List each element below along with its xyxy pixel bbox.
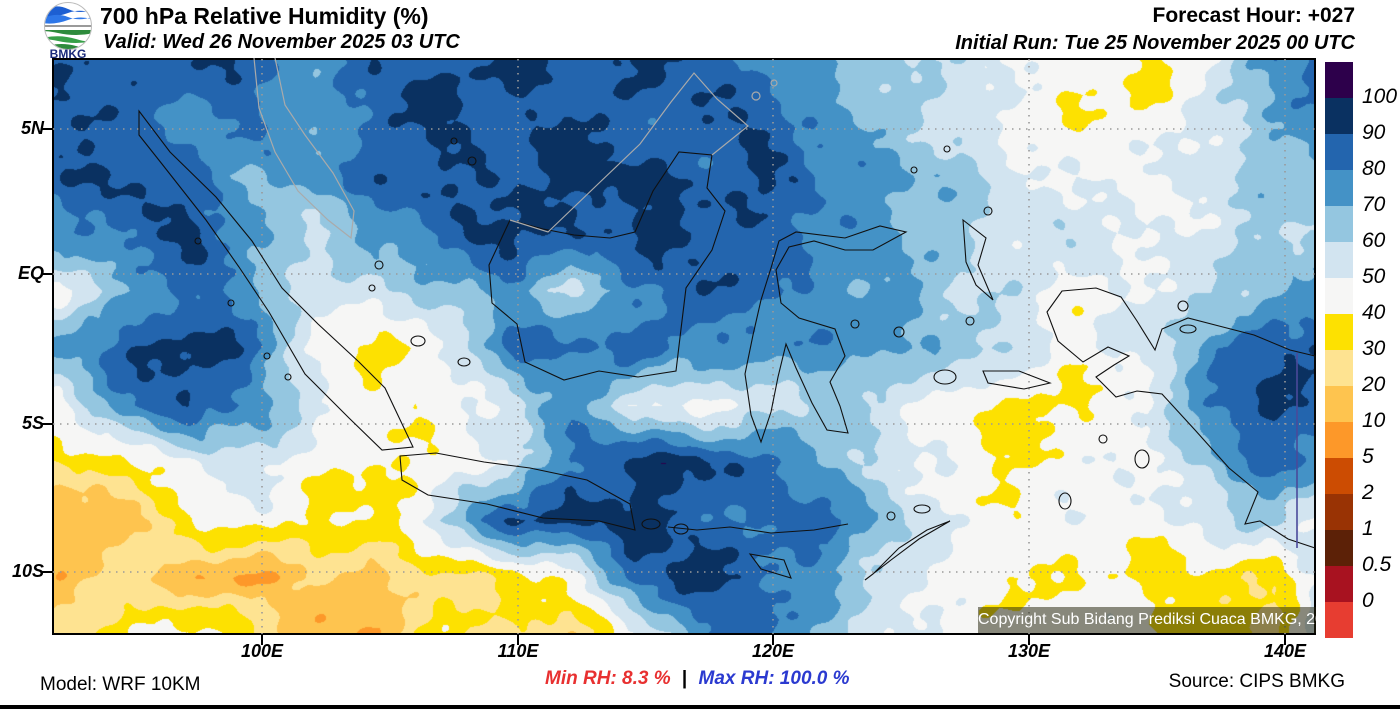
colorbar-label: 20 (1362, 373, 1386, 396)
lat-label: 5N (20, 118, 44, 138)
lat-label: EQ (17, 263, 44, 283)
bottom-bar (0, 705, 1400, 709)
colorbar-segment (1325, 206, 1353, 242)
colorbar-label: 10 (1362, 409, 1386, 432)
lat-label: 10S (11, 561, 44, 581)
colorbar-segment (1325, 350, 1353, 386)
min-rh-value: Min RH: 8.3 % (545, 668, 671, 689)
bmkg-logo-text: BMKG (50, 47, 87, 59)
model-label: Model: WRF 10KM (40, 674, 201, 695)
lat-label: 5S (21, 413, 44, 433)
map-area (52, 58, 1316, 635)
max-rh-value: Max RH: 100.0 % (698, 668, 850, 689)
colorbar-segment (1325, 602, 1353, 638)
colorbar-label: 100 (1362, 85, 1398, 108)
map-title: 700 hPa Relative Humidity (%) (100, 3, 429, 29)
colorbar-label: 70 (1362, 193, 1386, 216)
minmax-separator: | (681, 668, 688, 689)
colorbar-label: 50 (1362, 265, 1386, 288)
colorbar-segment (1325, 314, 1353, 350)
colorbar-segment (1325, 530, 1353, 566)
colorbar-segment (1325, 62, 1353, 98)
colorbar-segment (1325, 170, 1353, 206)
colorbar-label: 5 (1362, 445, 1374, 468)
lon-label: 130E (1007, 641, 1051, 661)
lon-label: 110E (497, 641, 539, 661)
colorbar-label: 0.5 (1362, 553, 1392, 576)
colorbar-segment (1325, 566, 1353, 602)
valid-time: Valid: Wed 26 November 2025 03 UTC (103, 31, 460, 53)
colorbar-segment (1325, 278, 1353, 314)
colorbar-label: 80 (1362, 157, 1386, 180)
colorbar-segment (1325, 386, 1353, 422)
colorbar-label: 2 (1362, 481, 1374, 504)
colorbar-label: 30 (1362, 337, 1386, 360)
source-label: Source: CIPS BMKG (1168, 671, 1345, 692)
colorbar-label: 40 (1362, 301, 1386, 324)
lon-label: 100E (240, 641, 284, 661)
colorbar-label: 60 (1362, 229, 1386, 252)
colorbar-segment (1325, 134, 1353, 170)
colorbar-label: 0 (1362, 589, 1374, 612)
colorbar-segment (1325, 242, 1353, 278)
colorbar-segment (1325, 422, 1353, 458)
colorbar-label: 90 (1362, 121, 1386, 144)
humidity-field-canvas (54, 60, 1314, 633)
colorbar-segment (1325, 458, 1353, 494)
forecast-hour: Forecast Hour: +027 (1152, 4, 1356, 27)
colorbar-segment (1325, 98, 1353, 134)
minmax-line: Min RH: 8.3 % | Max RH: 100.0 % (545, 668, 850, 690)
initial-run: Initial Run: Tue 25 November 2025 00 UTC (955, 32, 1355, 54)
bmkg-logo-icon: BMKG (42, 1, 94, 61)
lon-label: 120E (751, 641, 795, 661)
colorbar (1325, 62, 1353, 638)
lon-label: 140E (1263, 641, 1307, 661)
colorbar-label: 1 (1362, 517, 1374, 540)
copyright-watermark: Copyright Sub Bidang Prediksi Cuaca BMKG… (978, 607, 1342, 633)
colorbar-segment (1325, 494, 1353, 530)
